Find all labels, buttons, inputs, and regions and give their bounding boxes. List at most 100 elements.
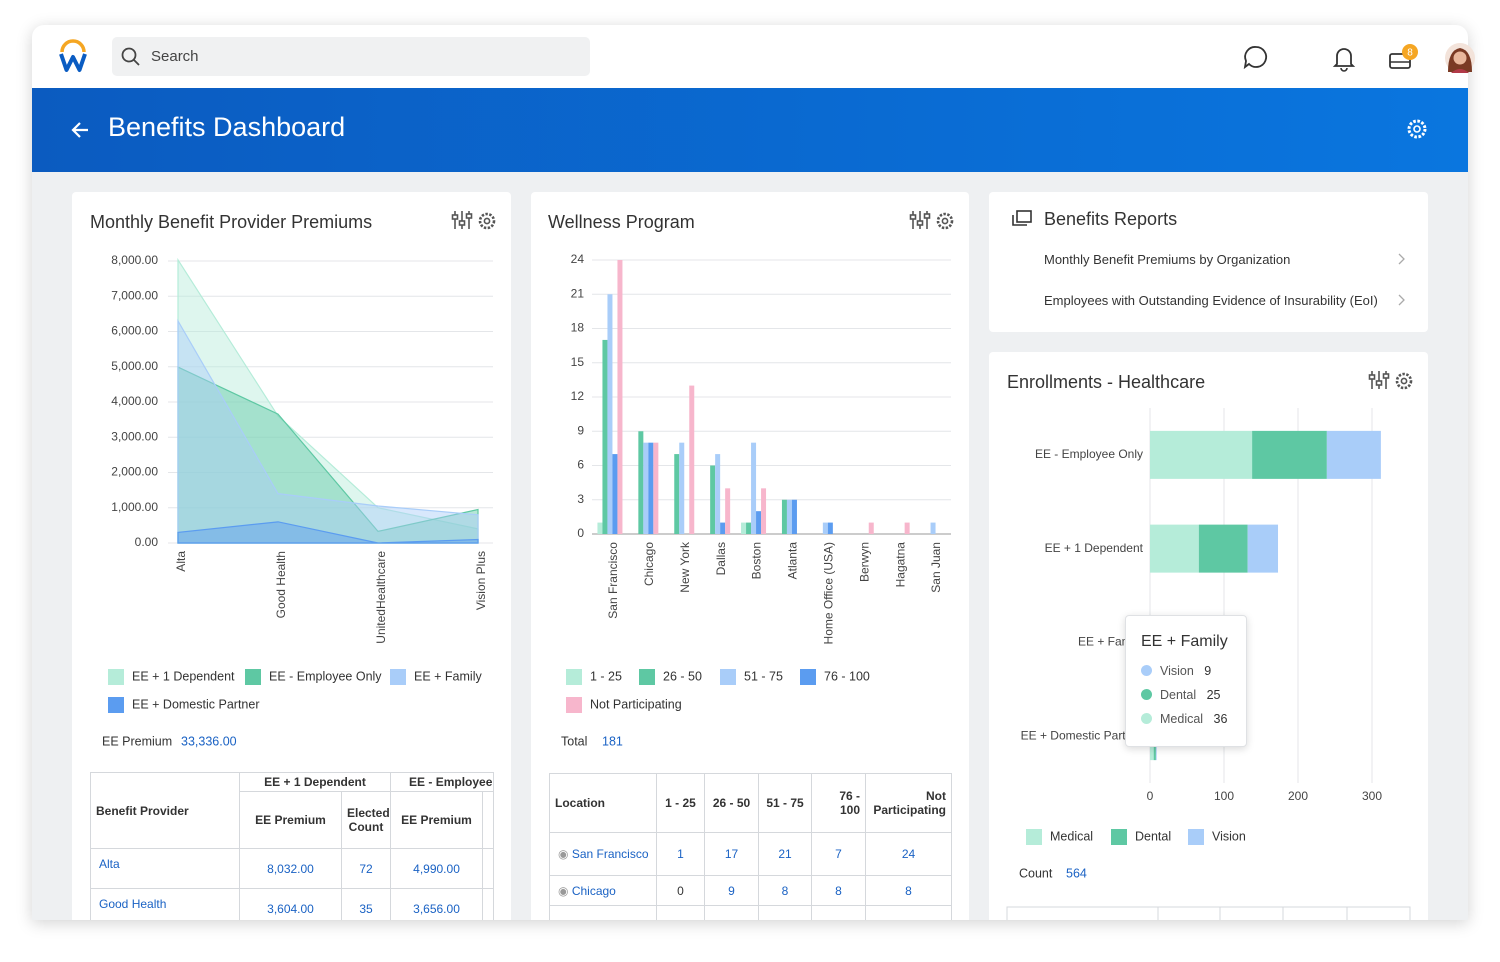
panel-title: Monthly Benefit Provider Premiums — [90, 212, 373, 232]
dot — [1141, 689, 1152, 700]
column-header: Not Participating — [865, 773, 952, 833]
tooltip-label: Dental — [1160, 688, 1197, 702]
tooltip-label: Medical — [1160, 712, 1204, 726]
y-tick-label: 12 — [571, 389, 585, 403]
y-tick-label: 7,000.00 — [111, 288, 158, 302]
bar — [746, 522, 752, 534]
x-tick-label: Good Health — [274, 551, 288, 618]
y-tick-label: 4,000.00 — [111, 394, 158, 408]
cell[interactable]: 1 — [656, 832, 705, 876]
search-icon — [121, 47, 140, 66]
cell[interactable]: 8,032.00 — [239, 848, 342, 889]
bar — [648, 442, 654, 534]
reports-icon — [1012, 210, 1032, 226]
legend-swatch — [566, 669, 582, 685]
cell[interactable]: 7 — [811, 832, 866, 876]
cell[interactable]: 8 — [865, 875, 952, 906]
report-link[interactable]: Employees with Outstanding Evidence of I… — [1044, 293, 1378, 308]
column-header: Benefit Provider — [90, 772, 240, 849]
x-tick-label: Vision Plus — [474, 551, 488, 610]
legend-label: 51 - 75 — [744, 669, 783, 683]
y-tick-label: 9 — [577, 423, 584, 437]
bar-segment — [1198, 524, 1248, 573]
avatar[interactable] — [1445, 43, 1475, 73]
bar — [653, 442, 659, 534]
area — [177, 521, 479, 544]
tooltip-row: Dental 25 — [1141, 687, 1220, 703]
cell[interactable]: 21 — [758, 832, 812, 876]
group-header: EE + 1 Dependent — [238, 772, 392, 792]
cell[interactable]: 72 — [340, 848, 392, 889]
legend-label: 1 - 25 — [590, 669, 622, 683]
bar — [904, 522, 910, 534]
y-tick-label: 6 — [577, 458, 584, 472]
chat-icon[interactable] — [1243, 46, 1268, 70]
tooltip-value: 9 — [1204, 664, 1212, 678]
location-link[interactable]: ◉ Chicago — [549, 875, 657, 906]
y-tick-label: 3 — [577, 492, 584, 506]
cell[interactable]: 4,990.00 — [390, 848, 484, 889]
panel-tools[interactable] — [908, 208, 958, 234]
cell[interactable]: 17 — [704, 832, 759, 876]
column-header: Elected Count — [340, 791, 392, 849]
bar — [715, 454, 721, 534]
x-tick-label: Berwyn — [857, 542, 871, 582]
y-tick-label: 5,000.00 — [111, 359, 158, 373]
x-tick-label: Chicago — [642, 542, 656, 586]
location-name[interactable]: Chicago — [571, 883, 616, 898]
summary-value: 564 — [1066, 866, 1087, 880]
panel-title: Benefits Reports — [1044, 209, 1178, 229]
x-tick-label: Atlanta — [786, 542, 800, 580]
bar — [791, 499, 797, 534]
tooltip-value: 36 — [1213, 712, 1228, 726]
bar-segment — [1150, 430, 1253, 479]
settings-icon[interactable] — [1405, 117, 1429, 141]
bar — [822, 522, 828, 534]
x-tick-label: 200 — [1288, 789, 1308, 803]
panel-title: Wellness Program — [548, 212, 695, 232]
bar — [617, 260, 623, 534]
location-name[interactable]: San Francisco — [571, 846, 649, 861]
search-box[interactable]: Search — [112, 37, 590, 76]
legend-label: Medical — [1050, 829, 1093, 843]
x-tick-label: Boston — [750, 542, 764, 579]
cell[interactable]: 35 — [340, 888, 392, 920]
column-header: 26 - 50 — [704, 773, 759, 833]
bar-segment — [1150, 524, 1199, 573]
bell-icon[interactable] — [1332, 48, 1356, 72]
panel-tools[interactable] — [450, 208, 500, 234]
cell[interactable]: 9 — [704, 875, 759, 906]
back-arrow[interactable] — [70, 120, 92, 140]
chevrons — [1398, 253, 1405, 306]
inbox-icon[interactable] — [1389, 53, 1411, 69]
reports-panel: Benefits Reports Monthly Benefit Premium… — [989, 192, 1428, 332]
bar — [761, 488, 767, 534]
notification-count: 8 — [1407, 48, 1413, 59]
summary-label: EE Premium — [102, 734, 172, 748]
group-header: EE - Employee — [390, 772, 494, 792]
search-placeholder: Search — [151, 48, 199, 65]
logo[interactable] — [58, 39, 88, 73]
cell[interactable]: 24 — [865, 832, 952, 876]
cell[interactable]: 8 — [811, 875, 866, 906]
tooltip-row: Vision 9 — [1141, 663, 1211, 679]
provider-link[interactable]: Good Health — [90, 888, 240, 920]
panel-tools[interactable] — [1367, 368, 1417, 394]
location-link[interactable]: ◉ San Francisco — [549, 832, 657, 876]
cell[interactable]: 8 — [758, 875, 812, 906]
tooltip: EE + Family Vision 9 Dental 25 Medical 3… — [1125, 615, 1247, 747]
cell[interactable]: 3,656.00 — [390, 888, 484, 920]
y-tick-label: 18 — [571, 321, 585, 335]
dot — [1141, 713, 1152, 724]
bar — [741, 522, 747, 534]
summary-label: Total — [561, 734, 587, 748]
report-link[interactable]: Monthly Benefit Premiums by Organization — [1044, 252, 1291, 267]
bar — [868, 522, 874, 534]
summary-value: 33,336.00 — [181, 734, 237, 748]
provider-link[interactable]: Alta — [90, 848, 240, 889]
y-tick-label: 6,000.00 — [111, 324, 158, 338]
y-tick-label: 3,000.00 — [111, 429, 158, 443]
cell[interactable]: 3,604.00 — [239, 888, 342, 920]
legend-swatch — [245, 669, 261, 685]
cell: 0 — [656, 875, 705, 906]
